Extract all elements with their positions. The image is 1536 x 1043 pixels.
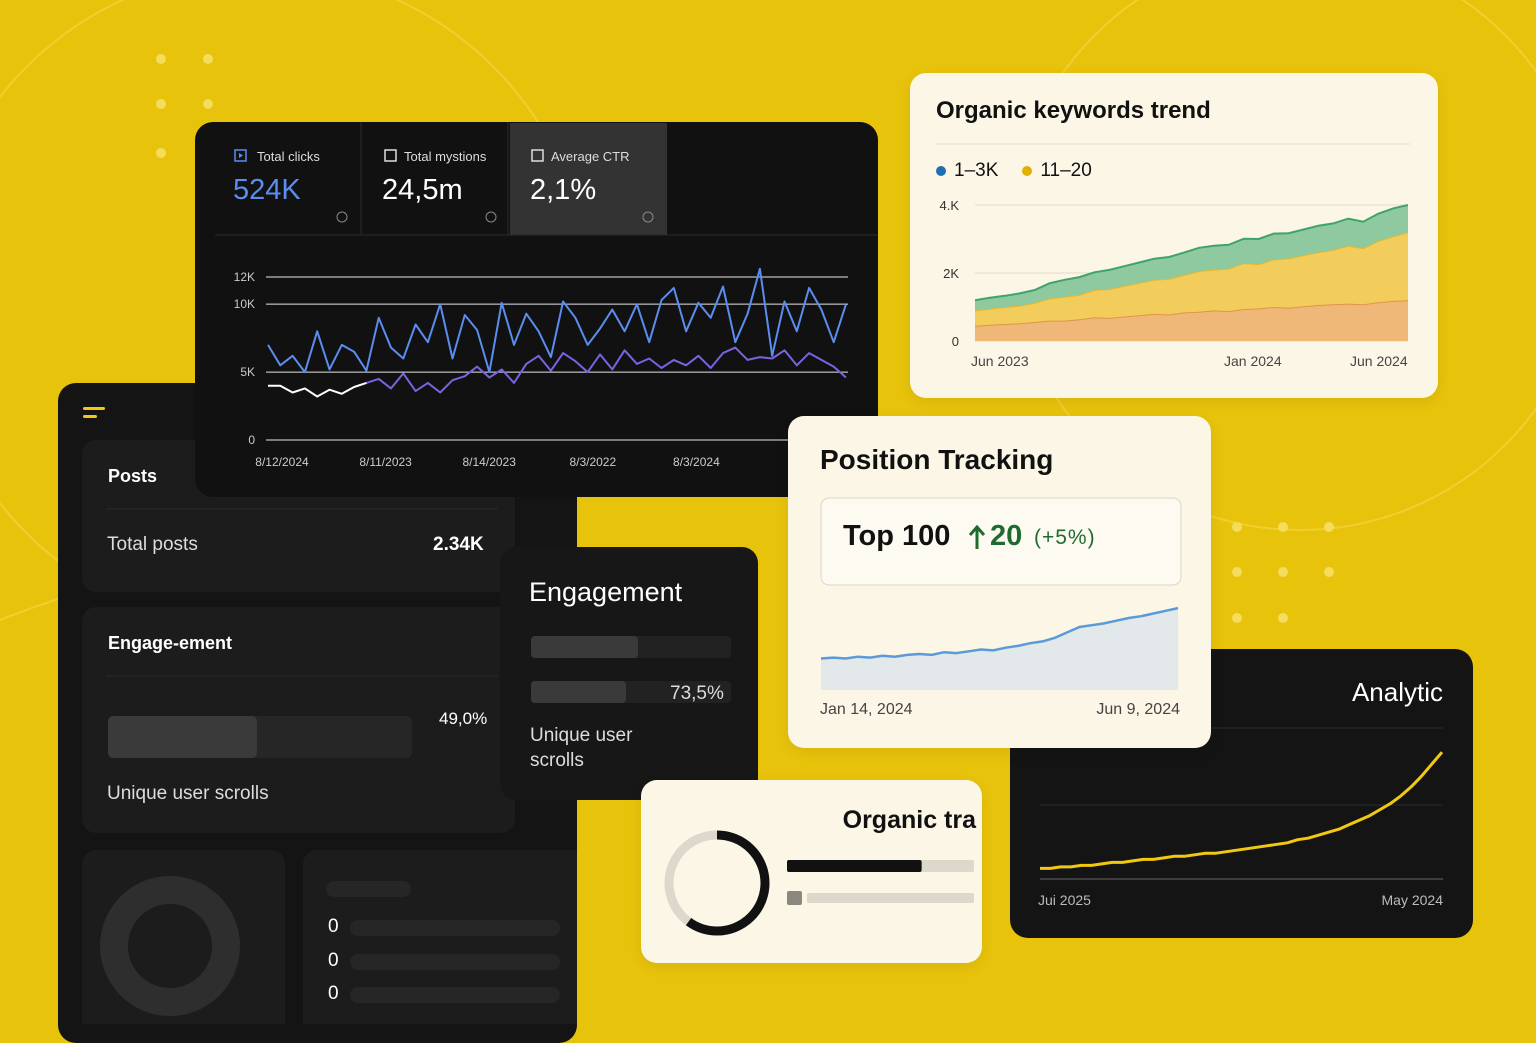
legend: 1–3K 11–20 <box>936 160 1092 182</box>
keywords-chart: 0 2K 4.K <box>936 143 1410 349</box>
series-line <box>268 381 367 398</box>
sidebar-graphics <box>82 407 577 1024</box>
legend-label: 11–20 <box>1040 160 1092 181</box>
x-tick-label: Jun 2024 <box>1350 353 1408 369</box>
tab-label: Total clicks <box>257 149 320 164</box>
list-bar <box>350 954 560 970</box>
tab-active <box>510 123 667 235</box>
metric-value: 2.34K <box>433 534 484 555</box>
organic-panel: Organic tra <box>641 780 982 963</box>
performance-panel: 0 5K 10K 12K 8/12/2024 8/11/2023 8/14/2023 8/3/… <box>195 122 878 497</box>
up-arrow <box>968 524 986 549</box>
list-value: 0 <box>328 950 339 971</box>
list-bar <box>350 987 560 1003</box>
y-tick-label: 10K <box>234 297 255 311</box>
tab-label: Average CTR <box>551 149 630 164</box>
keywords-panel: 0 2K 4.K Organic keywords trend 1–3K 11–20 … <box>910 73 1438 398</box>
series-line <box>1040 751 1444 870</box>
legend-dot <box>1022 166 1033 176</box>
metric-label: Unique user scrolls <box>107 783 269 804</box>
series-line <box>366 346 847 394</box>
info-icon <box>485 211 497 223</box>
y-tick-label: 0 <box>248 433 255 447</box>
metric-name: Top 100 <box>843 520 951 552</box>
performance-chart: 0 5K 10K 12K 8/12/2024 8/11/2023 8/14/2023 8/3/… <box>215 122 878 469</box>
x-tick-label: 8/11/2023 <box>359 455 412 469</box>
checkbox[interactable] <box>384 149 397 162</box>
tab-value: 524K <box>233 174 301 206</box>
y-tick-label: 4.K <box>939 198 959 213</box>
legend-item: 11–20 <box>1022 160 1092 182</box>
area-layer <box>975 300 1408 341</box>
area-fill <box>821 608 1178 690</box>
x-tick-label: 8/12/2024 <box>255 455 309 469</box>
menu-icon <box>83 415 97 418</box>
legend-dot <box>936 166 946 176</box>
value-label: 49,0% <box>439 709 488 728</box>
bar-track <box>807 893 974 903</box>
metric-box <box>820 497 1182 586</box>
list-value: 0 <box>328 916 339 937</box>
engagement-panel: Engagement 73,5% Unique user scrolls <box>500 547 758 800</box>
x-tick-label: Jan 14, 2024 <box>820 701 913 718</box>
panel-title: Organic tra <box>842 806 976 834</box>
x-tick-label: May 2024 <box>1381 892 1443 908</box>
panel-title: Engagement <box>529 577 683 607</box>
area-edge <box>974 204 1409 302</box>
y-tick-label: 5K <box>240 365 255 379</box>
organic-graphics <box>664 830 974 936</box>
card-title: Engage-ement <box>108 633 233 653</box>
value-label: 73,5% <box>670 683 724 704</box>
metric-label: Unique user scrolls <box>530 725 633 771</box>
position-panel: Position Tracking Top 100 20 (+5%) Jan 1… <box>788 416 1211 748</box>
x-tick-label: 8/3/2024 <box>673 455 720 469</box>
progress-bar <box>531 681 626 703</box>
position-chart <box>820 497 1182 690</box>
tab-label: Total mystions <box>404 149 487 164</box>
area-layer <box>975 232 1408 326</box>
x-tick-label: Jui 2025 <box>1038 892 1091 908</box>
metric-change-pct: (+5%) <box>1034 526 1096 549</box>
x-tick-label: Jan 2024 <box>1224 353 1282 369</box>
placeholder <box>326 881 411 897</box>
donut <box>100 876 240 1016</box>
panel-title: Analytic <box>1351 677 1443 707</box>
list-bar <box>350 920 560 936</box>
y-tick-label: 12K <box>234 270 255 284</box>
panel-title: Organic keywords trend <box>936 97 1211 124</box>
checkbox[interactable] <box>234 149 247 162</box>
x-tick-label: Jun 9, 2024 <box>1096 701 1180 718</box>
y-tick-label: 2K <box>943 266 959 281</box>
y-tick-label: 0 <box>952 334 959 349</box>
bar <box>787 860 922 872</box>
tab-value: 24,5m <box>382 174 463 206</box>
info-icon <box>642 211 654 223</box>
x-tick-label: 8/14/2023 <box>463 455 517 469</box>
x-tick-label: 8/3/2022 <box>569 455 616 469</box>
progress-bar <box>108 716 257 758</box>
legend-label: 1–3K <box>954 160 999 181</box>
card-title: Posts <box>108 466 158 486</box>
x-tick-label: Jun 2023 <box>971 353 1029 369</box>
metric-change: 20 <box>990 520 1023 552</box>
checkbox-check <box>239 153 243 158</box>
legend-item: 1–3K <box>936 160 998 182</box>
tab-value: 2,1% <box>530 174 597 206</box>
donut-segment <box>664 830 770 936</box>
checkbox[interactable] <box>531 149 544 162</box>
engagement-graphics <box>531 636 731 703</box>
info-icon <box>336 211 348 223</box>
series-line <box>267 267 847 374</box>
metric-label: Total posts <box>107 534 198 555</box>
area-line <box>820 606 1179 660</box>
bar <box>787 891 802 905</box>
menu-icon[interactable] <box>83 407 105 410</box>
panel-title: Position Tracking <box>820 444 1054 475</box>
list-value: 0 <box>328 983 339 1004</box>
progress-bar <box>531 636 638 658</box>
